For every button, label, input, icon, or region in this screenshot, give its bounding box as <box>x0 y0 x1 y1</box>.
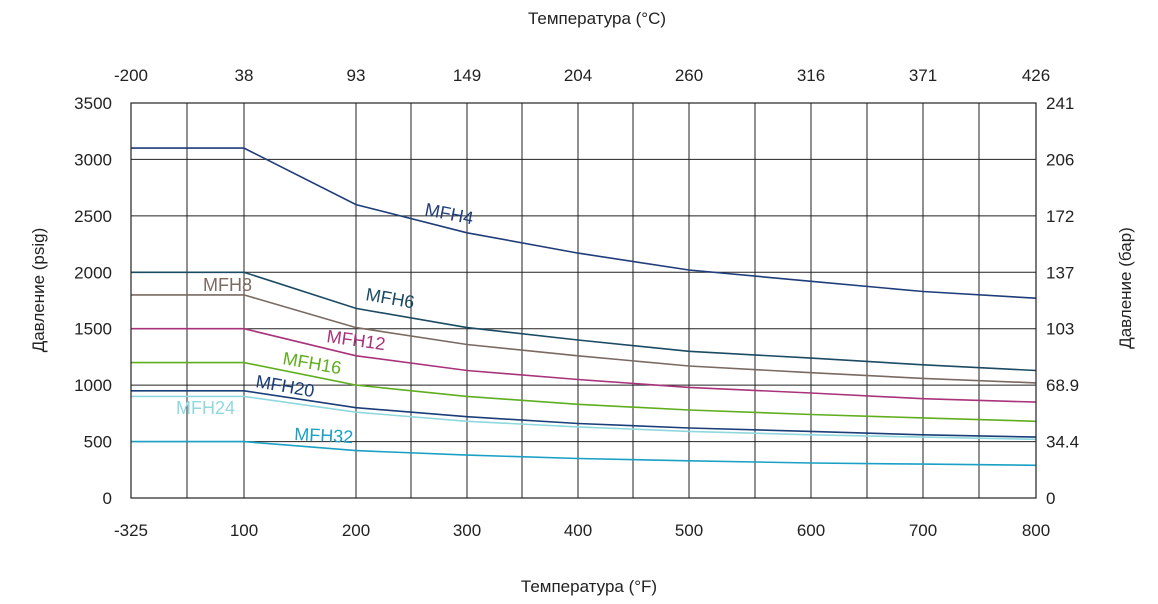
y-axis-title-right: Давление (бар) <box>1116 227 1135 349</box>
series-label-mfh24: MFH24 <box>176 398 235 418</box>
x-tick-label-bottom: 700 <box>909 521 937 540</box>
x-tick-label-top: 38 <box>235 66 254 85</box>
series-line-mfh16 <box>131 361 1037 423</box>
series-label-mfh32: MFH32 <box>294 424 354 447</box>
y-tick-label-left: 3500 <box>74 94 112 113</box>
x-tick-label-top: 260 <box>675 66 703 85</box>
y-tick-label-right: 206 <box>1046 150 1074 169</box>
x-tick-label-bottom: 500 <box>675 521 703 540</box>
x-tick-label-bottom: 100 <box>230 521 258 540</box>
plot-border <box>130 102 1037 499</box>
y-tick-label-left: 500 <box>84 433 112 452</box>
x-tick-label-top: 316 <box>797 66 825 85</box>
series-lines <box>131 147 1037 467</box>
y-tick-label-right: 68.9 <box>1046 376 1079 395</box>
x-tick-label-top: 93 <box>347 66 366 85</box>
y-tick-label-right: 172 <box>1046 207 1074 226</box>
x-tick-label-bottom: 600 <box>797 521 825 540</box>
x-tick-label-bottom: 300 <box>453 521 481 540</box>
tick-labels: -325 100 200 300 400 500 600 700 800 -200 38 93 149 2… <box>74 66 1079 540</box>
series-line-mfh6 <box>131 271 1037 372</box>
y-tick-label-right: 103 <box>1046 320 1074 339</box>
series-line-mfh4 <box>131 147 1037 299</box>
grid-lines <box>130 102 1037 499</box>
series-line-mfh20 <box>131 389 1037 438</box>
x-tick-label-top: 149 <box>453 66 481 85</box>
y-tick-label-right: 34.4 <box>1046 433 1079 452</box>
y-axis-title-left: Давление (psig) <box>29 228 48 353</box>
y-tick-label-right: 241 <box>1046 94 1074 113</box>
x-tick-label-bottom: 800 <box>1022 521 1050 540</box>
x-tick-label-bottom: 200 <box>342 521 370 540</box>
series-line-mfh8 <box>131 294 1037 384</box>
y-tick-label-left: 2000 <box>74 263 112 282</box>
series-label-mfh16: MFH16 <box>281 348 343 378</box>
y-tick-label-left: 3000 <box>74 150 112 169</box>
series-label-mfh8: MFH8 <box>203 275 252 295</box>
series-line-mfh32 <box>131 440 1037 467</box>
x-tick-label-top: -200 <box>114 66 148 85</box>
x-axis-title-bottom: Температура (°F) <box>521 577 657 596</box>
x-tick-label-top: 204 <box>564 66 592 85</box>
x-tick-label-bottom: -325 <box>114 521 148 540</box>
x-tick-label-bottom: 400 <box>564 521 592 540</box>
y-tick-label-left: 0 <box>103 489 112 508</box>
y-tick-label-right: 137 <box>1046 263 1074 282</box>
x-tick-label-top: 371 <box>909 66 937 85</box>
series-label-mfh6: MFH6 <box>364 284 416 312</box>
plot-frame <box>130 102 1037 499</box>
y-tick-label-left: 1000 <box>74 376 112 395</box>
y-tick-label-right: 0 <box>1046 489 1055 508</box>
series-line-mfh12 <box>131 327 1037 403</box>
x-axis-title-top: Температура (°C) <box>528 9 666 28</box>
y-tick-label-left: 2500 <box>74 207 112 226</box>
series-line-mfh24 <box>131 395 1037 441</box>
y-tick-label-left: 1500 <box>74 320 112 339</box>
x-tick-label-top: 426 <box>1022 66 1050 85</box>
